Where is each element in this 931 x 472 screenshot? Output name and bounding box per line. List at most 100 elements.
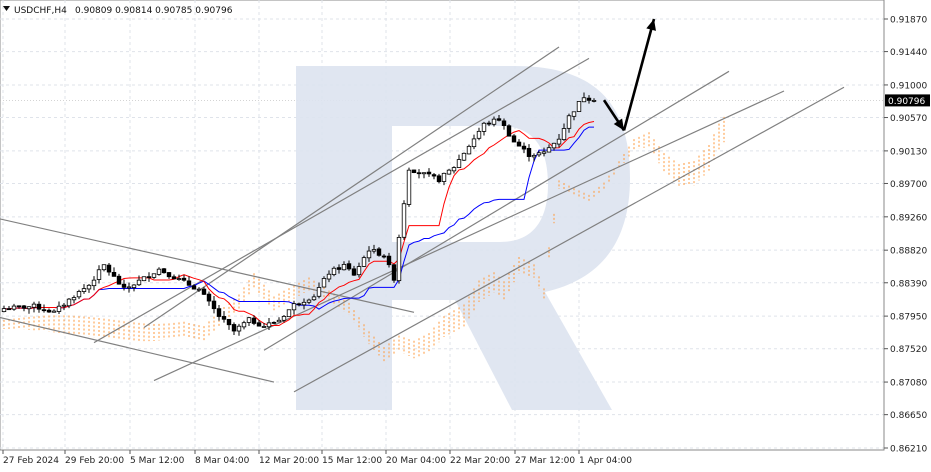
triangle-down-icon[interactable] bbox=[3, 6, 10, 11]
candle-body bbox=[321, 278, 327, 288]
price-tick-label: 0.87080 bbox=[890, 379, 927, 389]
candle-body bbox=[186, 280, 192, 286]
candle-body bbox=[116, 275, 122, 285]
candle-body bbox=[446, 169, 452, 175]
candle-body bbox=[436, 175, 442, 183]
candle bbox=[581, 92, 587, 103]
candle bbox=[21, 305, 27, 312]
candle-body bbox=[506, 125, 512, 137]
trendline[interactable] bbox=[263, 70, 730, 351]
arrow-head-icon bbox=[613, 118, 624, 131]
trendline[interactable] bbox=[0, 218, 415, 313]
candle bbox=[466, 144, 472, 155]
candle-body bbox=[261, 326, 267, 328]
candle bbox=[506, 124, 512, 137]
time-tick-label: 29 Feb 20:00 bbox=[65, 456, 124, 466]
candle-body bbox=[246, 317, 252, 323]
candle-body bbox=[61, 304, 67, 307]
candle bbox=[401, 200, 407, 240]
candle bbox=[496, 115, 502, 122]
trendline[interactable] bbox=[293, 86, 845, 393]
price-axis[interactable]: 0.91870 0.91440 0.91000 0.90570 0.90130 0.897… bbox=[884, 16, 927, 455]
tenkan-line bbox=[4, 121, 595, 326]
candle-body bbox=[466, 145, 472, 155]
candle bbox=[91, 276, 97, 291]
candle-body bbox=[281, 315, 287, 321]
price-tick-label: 0.86210 bbox=[890, 445, 927, 455]
candle-body bbox=[231, 324, 237, 332]
candle bbox=[386, 252, 392, 268]
candle-body bbox=[586, 97, 592, 101]
candle bbox=[146, 272, 152, 282]
candle bbox=[206, 291, 212, 306]
candle-body bbox=[366, 250, 372, 259]
candle bbox=[371, 244, 377, 254]
candle-body bbox=[536, 152, 542, 156]
candle-body bbox=[391, 264, 397, 281]
candle-body bbox=[546, 147, 552, 153]
trendline[interactable] bbox=[0, 316, 275, 383]
candle-body bbox=[521, 145, 527, 150]
candle-body bbox=[256, 322, 262, 327]
candle-body bbox=[266, 322, 272, 328]
price-badge-background bbox=[885, 94, 930, 107]
symbol-label: USDCHF,H4 bbox=[14, 6, 67, 16]
candle-body bbox=[406, 169, 412, 205]
trendline[interactable] bbox=[143, 46, 560, 328]
time-tick-label: 1 Apr 04:00 bbox=[579, 456, 632, 466]
candle-body bbox=[571, 111, 577, 117]
candle bbox=[556, 133, 562, 148]
candle bbox=[536, 150, 542, 157]
candle-body bbox=[131, 284, 137, 289]
trendline[interactable] bbox=[93, 57, 590, 344]
candle bbox=[176, 274, 182, 281]
candle bbox=[131, 284, 137, 292]
candle bbox=[121, 279, 127, 291]
candle-body bbox=[6, 308, 12, 311]
price-badge-text: 0.90796 bbox=[888, 97, 925, 107]
candle-body bbox=[91, 279, 97, 287]
price-tick-label: 0.91870 bbox=[890, 16, 927, 26]
time-tick-label: 5 Mar 12:00 bbox=[130, 456, 185, 466]
candle bbox=[111, 267, 117, 277]
candle bbox=[296, 302, 302, 307]
candle bbox=[591, 98, 597, 103]
candle bbox=[36, 301, 42, 313]
candle bbox=[236, 323, 242, 336]
time-axis[interactable]: 27 Feb 2024 29 Feb 20:00 5 Mar 12:00 8 Mar … bbox=[2, 450, 632, 466]
trendline[interactable] bbox=[153, 90, 785, 382]
candle bbox=[346, 260, 352, 271]
candle bbox=[151, 273, 157, 279]
candle bbox=[356, 262, 362, 278]
candle-body bbox=[511, 135, 517, 143]
candle-body bbox=[591, 100, 597, 102]
candle-body bbox=[551, 142, 557, 149]
candle-body bbox=[576, 101, 582, 112]
forecast-arrow-line bbox=[622, 18, 656, 131]
candle bbox=[326, 270, 332, 283]
candle bbox=[51, 309, 57, 313]
candle-body bbox=[111, 271, 117, 277]
candle bbox=[271, 321, 277, 325]
candle-body bbox=[96, 269, 102, 280]
candle bbox=[501, 118, 507, 130]
candle-body bbox=[456, 159, 462, 168]
candle bbox=[291, 300, 297, 315]
candle bbox=[276, 317, 282, 323]
candle-body bbox=[291, 303, 297, 311]
candle-body bbox=[71, 297, 77, 301]
arrow-head-icon bbox=[646, 19, 656, 31]
candle-body bbox=[126, 286, 132, 289]
candle bbox=[211, 295, 217, 314]
candle-body bbox=[541, 151, 547, 154]
candle bbox=[451, 166, 457, 174]
candle-body bbox=[141, 276, 147, 282]
candle bbox=[471, 134, 477, 150]
price-tick-label: 0.88390 bbox=[890, 279, 927, 289]
candle bbox=[551, 142, 557, 151]
candle bbox=[221, 311, 227, 323]
candle-body bbox=[421, 172, 427, 175]
candle-body bbox=[26, 306, 32, 310]
candle-body bbox=[41, 309, 47, 312]
